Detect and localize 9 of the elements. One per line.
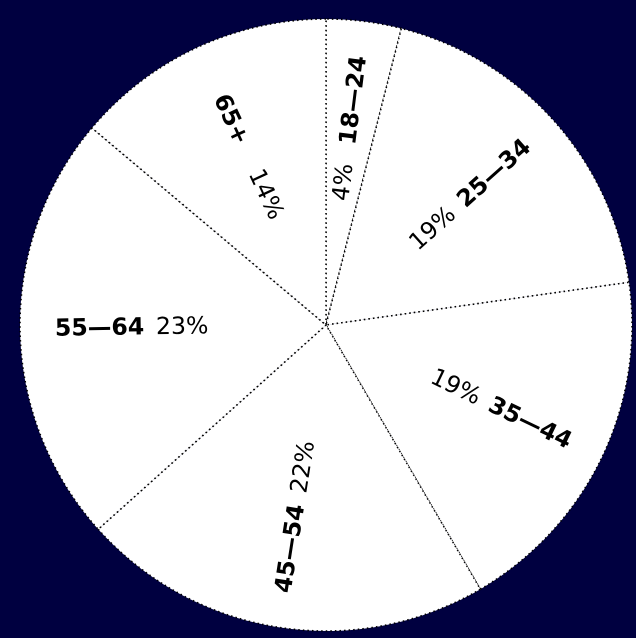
data-label: 4% — [330, 164, 353, 201]
slice-label: 65+ — [214, 92, 250, 144]
data-label: 23% — [158, 316, 208, 334]
slice-label: 55—64 — [56, 316, 144, 336]
data-label: 22% — [289, 440, 314, 492]
slice-label: 18—24 — [338, 56, 366, 143]
data-label: 19% — [431, 367, 483, 405]
slice-label: 45—54 — [274, 504, 304, 593]
data-label: 14% — [249, 168, 286, 220]
